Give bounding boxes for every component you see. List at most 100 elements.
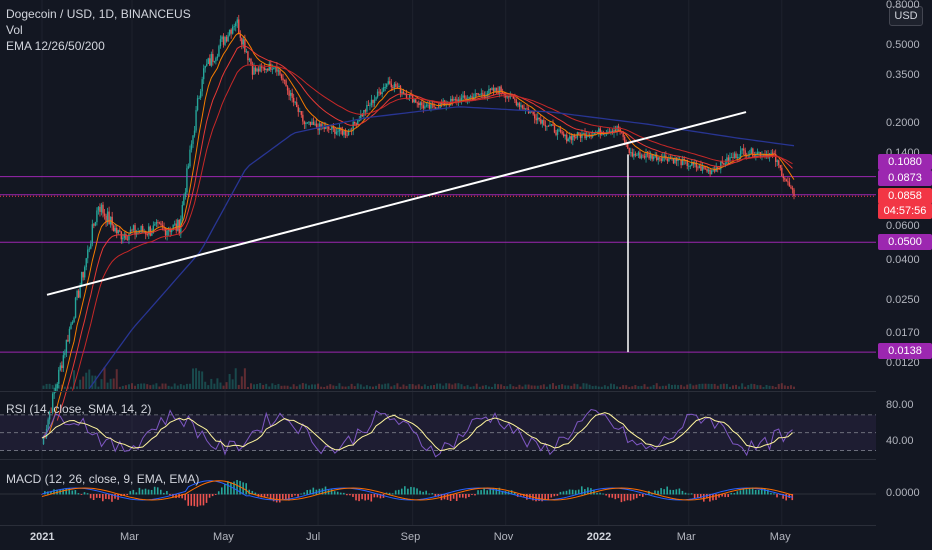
candle-body	[76, 290, 78, 298]
volume-bar	[118, 386, 121, 389]
candle-body	[549, 125, 551, 127]
volume-bar	[417, 384, 420, 389]
candle-body	[451, 98, 454, 101]
candle-body	[532, 111, 534, 115]
price-tick-label: 0.0120	[886, 357, 920, 369]
volume-bar	[42, 385, 45, 389]
volume-bar	[231, 379, 234, 389]
candle-body	[125, 234, 127, 240]
candle-body	[309, 121, 312, 125]
candle-body	[230, 29, 232, 34]
candle-body	[401, 91, 403, 94]
candle-body	[712, 170, 714, 172]
volume-bar	[704, 383, 707, 389]
volume-bar	[786, 386, 789, 389]
candle-body	[332, 126, 335, 129]
candle-body	[704, 168, 707, 170]
macd-histogram-bar	[571, 489, 574, 495]
volume-bar	[509, 384, 512, 389]
candle-body	[386, 83, 388, 88]
volume-legend[interactable]: Vol	[6, 23, 23, 37]
macd-histogram-bar	[577, 489, 580, 495]
candle-body	[396, 87, 399, 88]
macd-histogram-bar	[654, 490, 656, 495]
macd-histogram-bar	[657, 490, 659, 495]
volume-bar	[173, 383, 176, 389]
volume-bar	[274, 384, 277, 389]
candle-body	[399, 85, 402, 94]
volume-bar	[744, 386, 747, 389]
rsi-legend[interactable]: RSI (14, close, SMA, 14, 2)	[6, 402, 152, 416]
drawings[interactable]	[46, 111, 747, 353]
volume-bar	[521, 386, 524, 389]
candle-body	[224, 36, 226, 45]
volume-bar	[680, 384, 683, 389]
candle-body	[785, 179, 788, 182]
candle-body	[521, 105, 524, 108]
candle-body	[294, 102, 296, 104]
candle-body	[764, 153, 766, 157]
volume-bar	[414, 385, 417, 389]
macd-histogram-bar	[184, 494, 186, 501]
volume-bar	[201, 371, 204, 389]
currency-button[interactable]: USD	[889, 6, 923, 26]
candle-body	[50, 412, 52, 413]
volume-bar	[478, 386, 481, 389]
macd-histogram-bar	[333, 491, 336, 495]
volume-bar	[774, 386, 777, 389]
macd-histogram-bar	[709, 494, 711, 502]
volume-bar	[207, 385, 210, 389]
volume-bar	[63, 386, 66, 389]
macd-histogram-bar	[739, 490, 742, 495]
symbol-title[interactable]: Dogecoin / USD, 1D, BINANCEUS	[6, 7, 191, 21]
volume-bar	[646, 386, 649, 389]
price-tick-label: 0.0400	[886, 254, 920, 267]
macd-histogram-bar	[272, 494, 275, 502]
candle-body	[492, 88, 495, 92]
volume-bar	[320, 386, 323, 389]
macd-histogram-bar	[150, 489, 153, 495]
volume-bar	[213, 383, 216, 389]
macd-histogram-bar	[458, 494, 461, 498]
volume-bar	[301, 383, 304, 389]
candle-body	[91, 224, 94, 244]
volume-bar	[234, 368, 237, 389]
candle-body	[378, 91, 380, 93]
candle-body	[96, 210, 98, 223]
candle-body	[169, 230, 171, 233]
macd-histogram-bar	[602, 493, 604, 495]
candle-body	[88, 248, 90, 250]
candle-body	[710, 170, 713, 175]
candle-body	[727, 157, 730, 162]
macd-histogram-bar	[181, 494, 183, 499]
volume-bar	[609, 383, 612, 389]
macd-histogram-bar	[754, 489, 757, 495]
pane-divider[interactable]	[0, 391, 876, 392]
volume-bar	[628, 386, 631, 389]
macd-histogram-bar	[141, 489, 144, 495]
candle-body	[669, 158, 672, 159]
volume-bar	[558, 384, 561, 389]
candle-body	[102, 204, 104, 214]
volume-bar	[259, 383, 262, 389]
candle-body	[393, 83, 396, 88]
candle-body	[422, 105, 425, 109]
macd-legend[interactable]: MACD (12, 26, close, 9, EMA, EMA)	[6, 472, 200, 486]
candle-body	[248, 58, 251, 61]
macd-histogram-bar	[80, 494, 83, 495]
candle-body	[659, 157, 661, 159]
macd-histogram-bar	[410, 486, 412, 495]
candle-body	[582, 133, 585, 134]
pane-divider[interactable]	[0, 459, 876, 460]
horizontal-levels[interactable]	[0, 176, 876, 353]
macd-histogram-bar	[596, 492, 598, 495]
volume-bar	[188, 383, 191, 389]
candle-body	[433, 104, 435, 108]
macd-histogram-bar	[413, 487, 415, 495]
ema-legend[interactable]: EMA 12/26/50/200	[6, 39, 105, 53]
macd-histogram-bar	[74, 490, 77, 495]
candle-body	[622, 131, 624, 137]
volume-bar	[765, 384, 768, 389]
volume-bar	[137, 383, 140, 389]
